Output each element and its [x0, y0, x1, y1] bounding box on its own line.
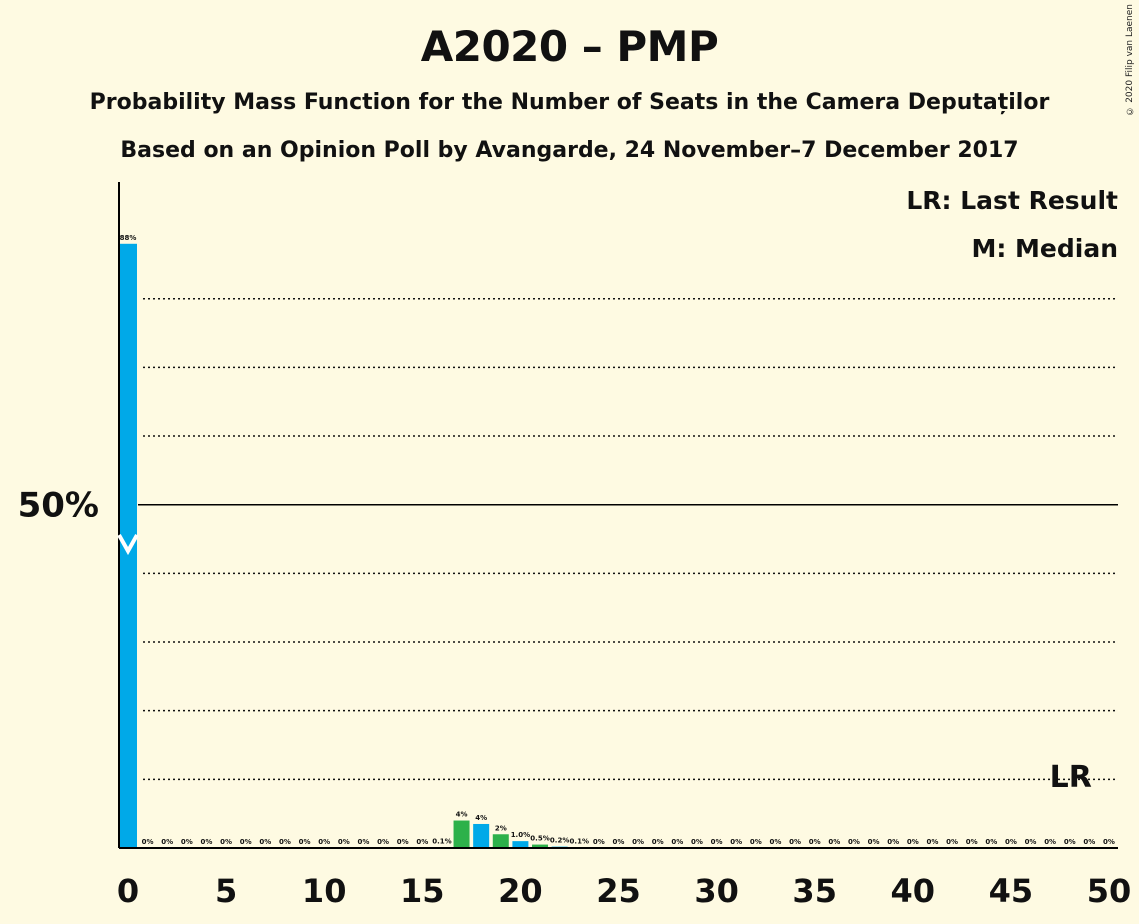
- bar-label-seat-21: 0.5%: [530, 835, 549, 843]
- bar-label-seat-35: 0%: [809, 838, 821, 846]
- bar-label-seat-24: 0%: [593, 838, 605, 846]
- bar-label-seat-9: 0%: [299, 838, 311, 846]
- x-tick-label-0: 0: [117, 872, 139, 910]
- bar-label-seat-28: 0%: [671, 838, 683, 846]
- bar-label-seat-33: 0%: [770, 838, 782, 846]
- bar-seat-17: [453, 820, 470, 848]
- bar-label-seat-8: 0%: [279, 838, 291, 846]
- bar-label-seat-46: 0%: [1025, 838, 1037, 846]
- bar-label-seat-36: 0%: [828, 838, 840, 846]
- bar-label-seat-49: 0%: [1083, 838, 1095, 846]
- bar-label-seat-15: 0%: [416, 838, 428, 846]
- bar-label-seat-1: 0%: [142, 838, 154, 846]
- x-tick-label-20: 20: [498, 872, 543, 910]
- bar-label-seat-5: 0%: [220, 838, 232, 846]
- legend-median: M: Median: [971, 234, 1118, 263]
- bar-label-seat-45: 0%: [1005, 838, 1017, 846]
- bar-label-seat-43: 0%: [966, 838, 978, 846]
- chart-subtitle: Probability Mass Function for the Number…: [89, 90, 1050, 115]
- bar-label-seat-34: 0%: [789, 838, 801, 846]
- y-tick-label-50: 50%: [18, 486, 99, 526]
- bar-label-seat-6: 0%: [240, 838, 252, 846]
- bar-label-seat-13: 0%: [377, 838, 389, 846]
- x-tick-label-10: 10: [302, 872, 347, 910]
- bar-label-seat-26: 0%: [632, 838, 644, 846]
- bar-label-seat-20: 1.0%: [511, 831, 530, 839]
- bar-label-seat-12: 0%: [357, 838, 369, 846]
- chart-title: A2020 – PMP: [420, 22, 719, 71]
- bar-label-seat-27: 0%: [652, 838, 664, 846]
- x-tick-label-25: 25: [596, 872, 641, 910]
- x-tick-label-5: 5: [215, 872, 237, 910]
- last-result-marker: LR: [1050, 760, 1092, 795]
- bar-label-seat-18: 4%: [475, 814, 487, 822]
- bars: [119, 243, 588, 848]
- bar-label-seat-47: 0%: [1044, 838, 1056, 846]
- x-tick-label-15: 15: [400, 872, 445, 910]
- x-tick-label-45: 45: [989, 872, 1034, 910]
- legend-last-result: LR: Last Result: [906, 186, 1118, 215]
- bar-label-seat-42: 0%: [946, 838, 958, 846]
- bar-seat-19: [492, 834, 509, 848]
- median-marker: [117, 534, 139, 556]
- bar-seat-0: [119, 243, 137, 848]
- bar-label-seat-41: 0%: [926, 838, 938, 846]
- bar-label-seat-40: 0%: [907, 838, 919, 846]
- bar-label-seat-3: 0%: [181, 838, 193, 846]
- bar-label-seat-22: 0.2%: [550, 837, 569, 845]
- bar-label-seat-4: 0%: [201, 838, 213, 846]
- bar-seat-20: [512, 841, 529, 848]
- bar-label-seat-29: 0%: [691, 838, 703, 846]
- bar-label-seat-30: 0%: [711, 838, 723, 846]
- bar-label-seat-2: 0%: [161, 838, 173, 846]
- gridlines: [143, 297, 1118, 781]
- bar-label-seat-14: 0%: [397, 838, 409, 846]
- x-tick-label-30: 30: [694, 872, 739, 910]
- bar-label-seat-11: 0%: [338, 838, 350, 846]
- x-tick-label-35: 35: [792, 872, 837, 910]
- bar-label-seat-44: 0%: [985, 838, 997, 846]
- bar-label-seat-0: 88%: [120, 234, 137, 242]
- bar-label-seat-25: 0%: [613, 838, 625, 846]
- chart-subtitle-poll: Based on an Opinion Poll by Avangarde, 2…: [120, 138, 1019, 163]
- bar-label-seat-50: 0%: [1103, 838, 1115, 846]
- bar-seat-18: [473, 823, 490, 848]
- bar-label-seat-19: 2%: [495, 824, 507, 832]
- bar-seat-21: [532, 844, 549, 848]
- bar-labels: 88% 0% 0% 0% 0% 0% 0% 0% 0% 0% 0% 0% 0% 0% 0% 0% 0.1% 4% 4…: [120, 234, 1115, 846]
- bar-label-seat-48: 0%: [1064, 838, 1076, 846]
- bar-label-seat-38: 0%: [868, 838, 880, 846]
- bar-label-seat-10: 0%: [318, 838, 330, 846]
- bar-label-seat-31: 0%: [730, 838, 742, 846]
- bar-label-seat-39: 0%: [887, 838, 899, 846]
- x-tick-labels: 0 5 10 15 20 25 30 35 40 45 50: [117, 872, 1131, 910]
- bar-label-seat-32: 0%: [750, 838, 762, 846]
- bar-label-seat-7: 0%: [259, 838, 271, 846]
- x-tick-label-40: 40: [891, 872, 936, 910]
- bar-label-seat-17: 4%: [456, 811, 468, 819]
- x-tick-label-50: 50: [1087, 872, 1132, 910]
- bar-label-seat-23: 0.1%: [570, 837, 589, 845]
- bar-label-seat-37: 0%: [848, 838, 860, 846]
- bar-label-seat-16: 0.1%: [432, 837, 451, 845]
